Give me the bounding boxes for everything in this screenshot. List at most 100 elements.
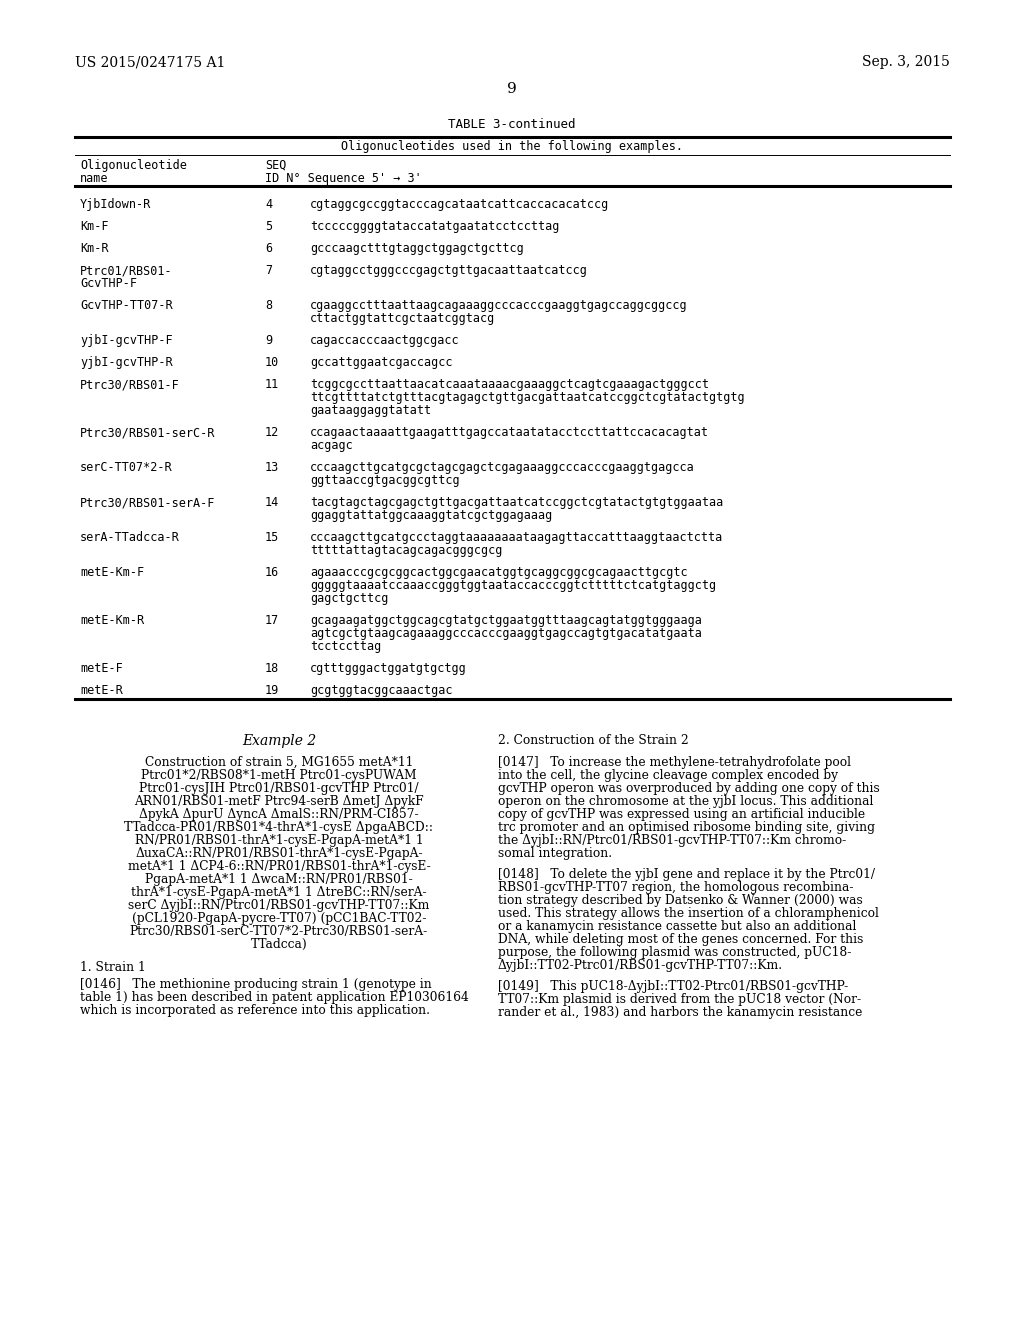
Text: 16: 16 <box>265 566 280 579</box>
Text: cccaagcttgcatgccctaggtaaaaaaaataagagttaccatttaaggtaactctta: cccaagcttgcatgccctaggtaaaaaaaataagagttac… <box>310 531 723 544</box>
Text: yjbI-gcvTHP-R: yjbI-gcvTHP-R <box>80 356 173 370</box>
Text: ARN01/RBS01-metF Ptrc94-serB ΔmetJ ΔpykF: ARN01/RBS01-metF Ptrc94-serB ΔmetJ ΔpykF <box>134 795 424 808</box>
Text: 8: 8 <box>265 300 272 312</box>
Text: 19: 19 <box>265 684 280 697</box>
Text: into the cell, the glycine cleavage complex encoded by: into the cell, the glycine cleavage comp… <box>498 770 838 781</box>
Text: ΔuxaCA::RN/PR01/RBS01-thrA*1-cysE-PgapA-: ΔuxaCA::RN/PR01/RBS01-thrA*1-cysE-PgapA- <box>135 847 423 861</box>
Text: yjbI-gcvTHP-F: yjbI-gcvTHP-F <box>80 334 173 347</box>
Text: TABLE 3-continued: TABLE 3-continued <box>449 117 575 131</box>
Text: tcggcgccttaattaacatcaaataaaacgaaaggctcagtcgaaagactgggcct: tcggcgccttaattaacatcaaataaaacgaaaggctcag… <box>310 378 709 391</box>
Text: (pCL1920-PgapA-pycre-TT07) (pCC1BAC-TT02-: (pCL1920-PgapA-pycre-TT07) (pCC1BAC-TT02… <box>132 912 426 925</box>
Text: cccaagcttgcatgcgctagcgagctcgagaaaggcccacccgaaggtgagcca: cccaagcttgcatgcgctagcgagctcgagaaaggcccac… <box>310 461 694 474</box>
Text: rander et al., 1983) and harbors the kanamycin resistance: rander et al., 1983) and harbors the kan… <box>498 1006 862 1019</box>
Text: 6: 6 <box>265 242 272 255</box>
Text: gcagaagatggctggcagcgtatgctggaatggtttaagcagtatggtgggaaga: gcagaagatggctggcagcgtatgctggaatggtttaagc… <box>310 614 701 627</box>
Text: serA-TTadcca-R: serA-TTadcca-R <box>80 531 180 544</box>
Text: Oligonucleotide: Oligonucleotide <box>80 158 186 172</box>
Text: serC-TT07*2-R: serC-TT07*2-R <box>80 461 173 474</box>
Text: 10: 10 <box>265 356 280 370</box>
Text: table 1) has been described in patent application EP10306164: table 1) has been described in patent ap… <box>80 991 469 1005</box>
Text: cagaccacccaactggcgacc: cagaccacccaactggcgacc <box>310 334 460 347</box>
Text: which is incorporated as reference into this application.: which is incorporated as reference into … <box>80 1005 430 1016</box>
Text: cttactggtattcgctaatcggtacg: cttactggtattcgctaatcggtacg <box>310 312 496 325</box>
Text: metE-R: metE-R <box>80 684 123 697</box>
Text: ttcgttttatctgtttacgtagagctgttgacgattaatcatccggctcgtatactgtgtg: ttcgttttatctgtttacgtagagctgttgacgattaatc… <box>310 391 744 404</box>
Text: tttttattagtacagcagacgggcgcg: tttttattagtacagcagacgggcgcg <box>310 544 503 557</box>
Text: TT07::Km plasmid is derived from the pUC18 vector (Nor-: TT07::Km plasmid is derived from the pUC… <box>498 993 861 1006</box>
Text: 2. Construction of the Strain 2: 2. Construction of the Strain 2 <box>498 734 689 747</box>
Text: name: name <box>80 172 109 185</box>
Text: gccattggaatcgaccagcc: gccattggaatcgaccagcc <box>310 356 453 370</box>
Text: 4: 4 <box>265 198 272 211</box>
Text: Ptrc30/RBS01-F: Ptrc30/RBS01-F <box>80 378 180 391</box>
Text: Sep. 3, 2015: Sep. 3, 2015 <box>862 55 950 69</box>
Text: 7: 7 <box>265 264 272 277</box>
Text: agtcgctgtaagcagaaaggcccacccgaaggtgagccagtgtgacatatgaata: agtcgctgtaagcagaaaggcccacccgaaggtgagccag… <box>310 627 701 640</box>
Text: Km-R: Km-R <box>80 242 109 255</box>
Text: TTadcca-PR01/RBS01*4-thrA*1-cysE ΔpgaABCD::: TTadcca-PR01/RBS01*4-thrA*1-cysE ΔpgaABC… <box>125 821 433 834</box>
Text: tion strategy described by Datsenko & Wanner (2000) was: tion strategy described by Datsenko & Wa… <box>498 894 863 907</box>
Text: or a kanamycin resistance cassette but also an additional: or a kanamycin resistance cassette but a… <box>498 920 856 933</box>
Text: metE-Km-F: metE-Km-F <box>80 566 144 579</box>
Text: operon on the chromosome at the yjbI locus. This additional: operon on the chromosome at the yjbI loc… <box>498 795 873 808</box>
Text: gcvTHP operon was overproduced by adding one copy of this: gcvTHP operon was overproduced by adding… <box>498 781 880 795</box>
Text: 12: 12 <box>265 426 280 440</box>
Text: serC ΔyjbI::RN/Ptrc01/RBS01-gcvTHP-TT07::Km: serC ΔyjbI::RN/Ptrc01/RBS01-gcvTHP-TT07:… <box>128 899 430 912</box>
Text: tcctccttag: tcctccttag <box>310 640 381 653</box>
Text: 11: 11 <box>265 378 280 391</box>
Text: [0147]   To increase the methylene-tetrahydrofolate pool: [0147] To increase the methylene-tetrahy… <box>498 756 851 770</box>
Text: 15: 15 <box>265 531 280 544</box>
Text: 13: 13 <box>265 461 280 474</box>
Text: 1. Strain 1: 1. Strain 1 <box>80 961 145 974</box>
Text: [0146]   The methionine producing strain 1 (genotype in: [0146] The methionine producing strain 1… <box>80 978 432 991</box>
Text: Construction of strain 5, MG1655 metA*11: Construction of strain 5, MG1655 metA*11 <box>144 756 414 770</box>
Text: 18: 18 <box>265 663 280 675</box>
Text: Ptrc01*2/RBS08*1-metH Ptrc01-cysPUWAM: Ptrc01*2/RBS08*1-metH Ptrc01-cysPUWAM <box>141 770 417 781</box>
Text: Ptrc30/RBS01-serA-F: Ptrc30/RBS01-serA-F <box>80 496 215 510</box>
Text: acgagc: acgagc <box>310 440 352 451</box>
Text: 9: 9 <box>265 334 272 347</box>
Text: cgtaggcgccggtacccagcataatcattcaccacacatccg: cgtaggcgccggtacccagcataatcattcaccacacatc… <box>310 198 609 211</box>
Text: trc promoter and an optimised ribosome binding site, giving: trc promoter and an optimised ribosome b… <box>498 821 874 834</box>
Text: thrA*1-cysE-PgapA-metA*1 1 ΔtreBC::RN/serA-: thrA*1-cysE-PgapA-metA*1 1 ΔtreBC::RN/se… <box>131 886 427 899</box>
Text: gcgtggtacggcaaactgac: gcgtggtacggcaaactgac <box>310 684 453 697</box>
Text: ccagaactaaaattgaagatttgagccataatatacctccttattccacacagtat: ccagaactaaaattgaagatttgagccataatatacctcc… <box>310 426 709 440</box>
Text: metA*1 1 ΔCP4-6::RN/PR01/RBS01-thrA*1-cysE-: metA*1 1 ΔCP4-6::RN/PR01/RBS01-thrA*1-cy… <box>128 861 430 873</box>
Text: purpose, the following plasmid was constructed, pUC18-: purpose, the following plasmid was const… <box>498 946 851 960</box>
Text: DNA, while deleting most of the genes concerned. For this: DNA, while deleting most of the genes co… <box>498 933 863 946</box>
Text: metE-Km-R: metE-Km-R <box>80 614 144 627</box>
Text: 5: 5 <box>265 220 272 234</box>
Text: TTadcca): TTadcca) <box>251 939 307 950</box>
Text: SEQ: SEQ <box>265 158 287 172</box>
Text: 17: 17 <box>265 614 280 627</box>
Text: RBS01-gcvTHP-TT07 region, the homologous recombina-: RBS01-gcvTHP-TT07 region, the homologous… <box>498 880 853 894</box>
Text: Km-F: Km-F <box>80 220 109 234</box>
Text: RN/PR01/RBS01-thrA*1-cysE-PgapA-metA*1 1: RN/PR01/RBS01-thrA*1-cysE-PgapA-metA*1 1 <box>135 834 423 847</box>
Text: tacgtagctagcgagctgttgacgattaatcatccggctcgtatactgtgtggaataa: tacgtagctagcgagctgttgacgattaatcatccggctc… <box>310 496 723 510</box>
Text: US 2015/0247175 A1: US 2015/0247175 A1 <box>75 55 225 69</box>
Text: PgapA-metA*1 1 ΔwcaM::RN/PR01/RBS01-: PgapA-metA*1 1 ΔwcaM::RN/PR01/RBS01- <box>145 873 413 886</box>
Text: agaaacccgcgcggcactggcgaacatggtgcaggcggcgcagaacttgcgtc: agaaacccgcgcggcactggcgaacatggtgcaggcggcg… <box>310 566 688 579</box>
Text: cgtttgggactggatgtgctgg: cgtttgggactggatgtgctgg <box>310 663 467 675</box>
Text: gggggtaaaatccaaaccgggtggtaataccacccggtctttttctcatgtaggctg: gggggtaaaatccaaaccgggtggtaataccacccggtct… <box>310 579 716 591</box>
Text: ggttaaccgtgacggcgttcg: ggttaaccgtgacggcgttcg <box>310 474 460 487</box>
Text: Ptrc01/RBS01-: Ptrc01/RBS01- <box>80 264 173 277</box>
Text: metE-F: metE-F <box>80 663 123 675</box>
Text: YjbIdown-R: YjbIdown-R <box>80 198 152 211</box>
Text: Ptrc30/RBS01-serC-TT07*2-Ptrc30/RBS01-serA-: Ptrc30/RBS01-serC-TT07*2-Ptrc30/RBS01-se… <box>130 925 428 939</box>
Text: 14: 14 <box>265 496 280 510</box>
Text: tcccccggggtataccatatgaatatcctccttag: tcccccggggtataccatatgaatatcctccttag <box>310 220 559 234</box>
Text: cgaaggcctttaattaagcagaaaggcccacccgaaggtgagccaggcggccg: cgaaggcctttaattaagcagaaaggcccacccgaaggtg… <box>310 300 688 312</box>
Text: gagctgcttcg: gagctgcttcg <box>310 591 388 605</box>
Text: [0149]   This pUC18-ΔyjbI::TT02-Ptrc01/RBS01-gcvTHP-: [0149] This pUC18-ΔyjbI::TT02-Ptrc01/RBS… <box>498 979 848 993</box>
Text: [0148]   To delete the yjbI gene and replace it by the Ptrc01/: [0148] To delete the yjbI gene and repla… <box>498 869 874 880</box>
Text: ΔyjbI::TT02-Ptrc01/RBS01-gcvTHP-TT07::Km.: ΔyjbI::TT02-Ptrc01/RBS01-gcvTHP-TT07::Km… <box>498 960 783 972</box>
Text: somal integration.: somal integration. <box>498 847 612 861</box>
Text: the ΔyjbI::RN/Ptrc01/RBS01-gcvTHP-TT07::Km chromo-: the ΔyjbI::RN/Ptrc01/RBS01-gcvTHP-TT07::… <box>498 834 846 847</box>
Text: Ptrc30/RBS01-serC-R: Ptrc30/RBS01-serC-R <box>80 426 215 440</box>
Text: ggaggtattatggcaaaggtatcgctggagaaag: ggaggtattatggcaaaggtatcgctggagaaag <box>310 510 552 521</box>
Text: GcvTHP-TT07-R: GcvTHP-TT07-R <box>80 300 173 312</box>
Text: ΔpykA ΔpurU ΔyncA ΔmalS::RN/PRM-CI857-: ΔpykA ΔpurU ΔyncA ΔmalS::RN/PRM-CI857- <box>139 808 419 821</box>
Text: copy of gcvTHP was expressed using an artificial inducible: copy of gcvTHP was expressed using an ar… <box>498 808 865 821</box>
Text: Oligonucleotides used in the following examples.: Oligonucleotides used in the following e… <box>341 140 683 153</box>
